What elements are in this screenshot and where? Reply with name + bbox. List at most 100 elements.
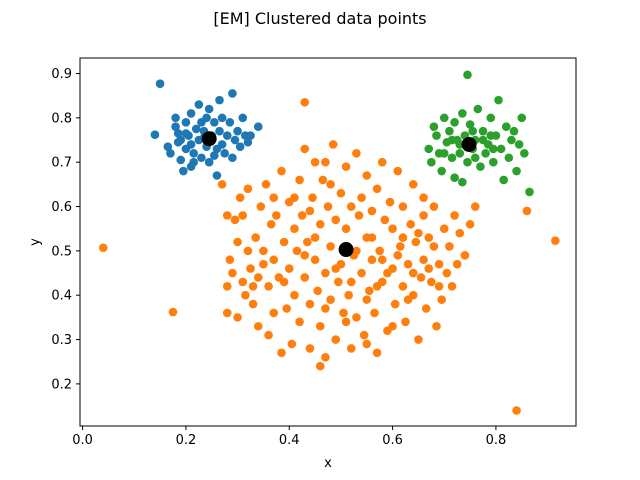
data-point-series-1 — [186, 162, 196, 171]
data-point-series-2 — [243, 246, 253, 256]
data-point-series-2 — [416, 273, 426, 282]
data-point-series-1 — [191, 124, 201, 134]
data-point-series-2 — [377, 255, 387, 265]
data-point-series-2 — [367, 233, 377, 242]
data-point-series-2 — [326, 180, 335, 189]
y-axis-ticks: 0.2 0.3 0.4 0.5 0.6 0.7 0.8 0.9 — [51, 67, 80, 392]
data-point-series-2 — [427, 277, 436, 287]
data-point-series-2 — [432, 321, 441, 331]
data-point-series-2 — [465, 219, 475, 229]
data-point-series-1 — [212, 171, 222, 180]
data-point-series-1 — [171, 113, 180, 123]
cluster-center-point — [461, 136, 477, 152]
y-tick-label: 0.4 — [51, 289, 72, 304]
data-point-series-1 — [204, 104, 214, 114]
data-point-series-3 — [447, 135, 457, 145]
y-tick-label: 0.6 — [51, 200, 72, 215]
data-point-series-2 — [362, 339, 372, 349]
data-point-series-3 — [496, 144, 506, 154]
data-point-series-3 — [494, 95, 503, 105]
data-point-series-1 — [189, 149, 198, 158]
data-point-series-1 — [179, 166, 188, 176]
data-point-series-2 — [331, 215, 341, 225]
data-point-series-2 — [310, 233, 320, 242]
data-point-series-2 — [295, 317, 304, 327]
data-point-series-2 — [277, 348, 286, 358]
data-point-series-1 — [204, 157, 214, 167]
data-point-series-2 — [396, 242, 405, 251]
data-point-series-2 — [445, 242, 454, 251]
data-point-series-2 — [411, 237, 421, 247]
data-point-series-2 — [284, 264, 294, 273]
data-point-series-2 — [241, 290, 250, 300]
data-point-series-3 — [486, 113, 496, 123]
data-point-series-2 — [398, 282, 408, 291]
data-point-series-1 — [155, 79, 165, 89]
data-point-series-2 — [326, 242, 335, 251]
data-point-series-2 — [429, 202, 439, 211]
data-point-series-2 — [235, 193, 245, 202]
data-point-series-2 — [341, 162, 351, 171]
data-point-series-2 — [230, 215, 240, 225]
data-point-series-2 — [434, 282, 444, 291]
data-point-series-2 — [331, 264, 341, 273]
data-point-series-2 — [305, 344, 315, 353]
data-point-series-2 — [455, 228, 465, 238]
data-point-series-1 — [181, 129, 191, 138]
data-point-series-3 — [486, 131, 496, 140]
data-point-series-3 — [458, 109, 467, 118]
data-point-series-2 — [372, 184, 382, 194]
data-point-series-1 — [194, 100, 204, 109]
data-point-series-2 — [408, 180, 418, 189]
data-point-series-2 — [222, 211, 232, 220]
data-point-series-2 — [406, 219, 415, 229]
data-point-series-2 — [222, 308, 232, 318]
plot-frame — [79, 57, 577, 427]
data-point-series-2 — [251, 233, 260, 242]
data-point-series-1 — [210, 151, 219, 160]
data-point-series-3 — [481, 149, 490, 158]
data-point-series-1 — [217, 140, 227, 149]
data-point-series-2 — [390, 299, 400, 309]
data-point-series-2 — [326, 295, 335, 304]
data-point-series-2 — [403, 295, 413, 304]
data-point-series-3 — [450, 173, 459, 183]
data-point-series-2 — [522, 206, 532, 216]
data-point-series-2 — [385, 197, 395, 207]
data-point-series-3 — [450, 117, 459, 127]
data-point-series-2 — [354, 211, 364, 220]
data-point-series-2 — [321, 268, 330, 278]
data-point-series-3 — [504, 153, 514, 163]
y-axis-label: y — [28, 238, 43, 246]
data-point-series-3 — [501, 122, 511, 132]
data-point-series-2 — [372, 282, 382, 291]
data-point-series-1 — [243, 137, 253, 147]
data-point-series-2 — [339, 308, 348, 318]
data-point-series-2 — [300, 273, 310, 282]
data-point-series-2 — [398, 233, 408, 242]
x-tick-label: 0.4 — [279, 433, 300, 448]
data-point-series-1 — [222, 131, 232, 140]
data-point-series-2 — [321, 304, 330, 313]
data-point-series-2 — [313, 286, 322, 296]
data-point-series-2 — [287, 339, 297, 349]
data-point-series-2 — [248, 282, 258, 291]
data-point-series-3 — [437, 166, 446, 176]
data-point-series-2 — [168, 307, 178, 317]
data-point-series-3 — [445, 126, 454, 136]
data-point-series-3 — [429, 122, 439, 132]
data-point-series-3 — [509, 126, 519, 136]
x-tick-label: 0.6 — [382, 433, 403, 448]
data-point-series-2 — [357, 193, 366, 202]
data-point-series-3 — [517, 113, 527, 123]
data-point-series-2 — [303, 237, 312, 247]
y-tick-label: 0.5 — [51, 244, 72, 259]
data-point-series-2 — [282, 304, 291, 313]
data-point-series-2 — [310, 255, 320, 265]
data-point-series-2 — [357, 268, 366, 278]
data-point-series-3 — [439, 149, 449, 158]
data-point-series-1 — [217, 113, 227, 123]
data-point-series-2 — [367, 206, 377, 216]
data-point-series-1 — [166, 149, 175, 158]
